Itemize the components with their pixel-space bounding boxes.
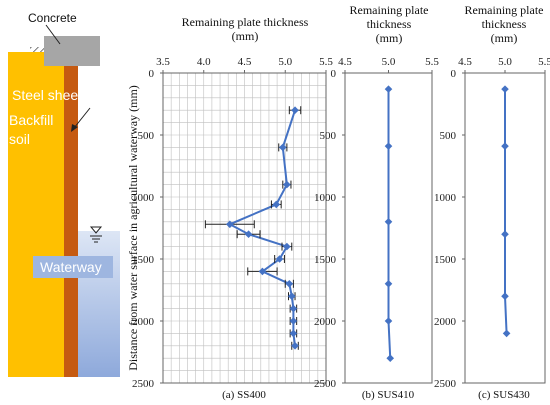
chart-b-series [384,85,395,362]
chart-b-caption: (b) SUS410 [362,389,415,401]
chart-b-title-2: thickness [367,17,412,31]
waterway-label: Waterway [40,259,102,275]
chart-a-data-point [283,242,291,251]
chart-a-caption: (a) SS400 [222,389,266,401]
chart-c-data-point [502,329,511,338]
chart-b-data-point [384,142,393,150]
chart-b-data-point [384,85,393,93]
chart-a-y-tick-label: 2000 [132,316,155,328]
pile-leader-line [73,107,91,129]
chart-b-y-ticks: 0 500 1000 1500 2000 2500 [314,68,345,390]
chart-b-x-ticks: 4.5 5.0 5.5 [338,56,439,73]
chart-a-x-tick-label: 5.5 [319,56,333,68]
chart-b-y-tick-label: 1500 [314,254,337,266]
chart-c-y-tick-label: 2000 [434,316,457,328]
chart-a-data-point [285,280,294,288]
chart-ss400: Remaining plate thickness (mm) 3.5 4.0 4.5… [126,15,333,401]
concrete-block [44,36,100,66]
chart-c-data-point [501,85,509,93]
chart-a-y-tick-label: 2500 [132,378,155,390]
chart-sus410: Remaining plate thickness (mm) 4.5 5.0 5.5… [314,3,439,401]
chart-a-data-point [279,143,287,152]
chart-sus430: Remaining plate thickness (mm) 4.5 5.0 5.5… [434,3,550,401]
chart-a-x-ticks: 3.5 4.0 4.5 5.0 5.5 [156,56,333,73]
chart-b-title-3: (mm) [376,31,403,45]
chart-b-y-tick-label: 2500 [314,378,337,390]
chart-c-series [501,85,511,338]
chart-c-x-tick-label: 5.5 [538,56,550,68]
chart-b-data-point [384,317,393,325]
water-level-icon [89,226,103,243]
chart-b-x-tick-label: 4.5 [338,56,352,68]
chart-a-data-point [272,200,281,209]
steel-sheet-pile [64,52,78,377]
chart-a-x-tick-label: 3.5 [156,56,170,68]
chart-b-series-line [387,89,392,359]
chart-a-data-point [289,304,298,313]
chart-b-x-tick-label: 5.5 [425,56,439,68]
chart-a-x-tick-label: 4.5 [238,56,252,68]
chart-c-data-point [501,292,509,300]
chart-b-data-point [384,218,393,226]
chart-a-y-tick-label: 1500 [132,254,155,266]
chart-a-data-point [291,342,299,350]
chart-b-x-tick-label: 5.0 [382,56,396,68]
chart-c-x-ticks: 4.5 5.0 5.5 [458,56,550,73]
chart-a-data-point [258,267,267,276]
chart-a-y-tick-label: 0 [149,68,155,80]
chart-a-gridlines [162,72,327,384]
backfill-soil-label: Backfill [9,112,53,128]
chart-c-title-3: (mm) [491,31,518,45]
chart-c-caption: (c) SUS430 [478,389,530,401]
chart-b-y-tick-label: 0 [331,68,337,80]
backfill-soil [8,52,70,377]
chart-a-y-tick-label: 1000 [132,192,155,204]
chart-a-series [204,106,302,350]
chart-c-data-point [501,142,509,150]
chart-a-data-point [291,106,299,114]
chart-a-x-tick-label: 4.0 [197,56,211,68]
hatch-mark [30,47,44,52]
chart-a-data-point [283,180,291,189]
chart-a-y-ticks: 0 500 1000 1500 2000 2500 [132,68,163,390]
chart-a-y-axis-label: Distance from water surface in agricultu… [126,85,140,371]
chart-a-data-point [226,220,234,229]
chart-c-title-1: Remaining plate [465,3,544,17]
waterway-water [78,231,120,377]
chart-c-title-2: thickness [482,17,527,31]
chart-a-title-unit: (mm) [232,29,259,43]
chart-b-y-tick-label: 500 [320,130,337,142]
steel-sheet-pile-label: Steel sheet pile [12,87,108,103]
pile-arrowhead [71,124,78,132]
chart-a-data-point [275,255,284,263]
chart-a-y-tick-label: 500 [138,130,155,142]
chart-c-y-tick-label: 1500 [434,254,457,266]
chart-a-data-point [289,329,298,338]
chart-b-y-tick-label: 1000 [314,192,337,204]
waterway-label-box [33,256,113,278]
chart-c-data-point [501,230,509,238]
chart-a-title: Remaining plate thickness [182,15,309,29]
chart-a-data-point [244,230,253,238]
chart-c-y-tick-label: 500 [440,130,457,142]
wall-schematic: Concrete Steel sheet pile Backfill soil … [8,11,120,377]
concrete-label: Concrete [28,11,77,25]
backfill-soil-label-2: soil [9,131,30,147]
chart-b-title-1: Remaining plate [350,3,429,17]
chart-c-x-tick-label: 5.0 [498,56,512,68]
chart-c-x-tick-label: 4.5 [458,56,472,68]
chart-a-data-point [287,292,296,300]
chart-b-y-tick-label: 2000 [314,316,337,328]
concrete-leader-line [45,24,61,45]
chart-a-x-tick-label: 5.0 [278,56,292,68]
chart-c-y-tick-label: 2500 [434,378,457,390]
chart-c-y-tick-label: 0 [451,68,457,80]
chart-c-y-tick-label: 1000 [434,192,457,204]
chart-b-data-point [384,280,393,288]
chart-b-data-point [386,354,395,362]
chart-c-y-ticks: 0 500 1000 1500 2000 2500 [434,68,465,390]
chart-a-data-point [289,317,298,325]
